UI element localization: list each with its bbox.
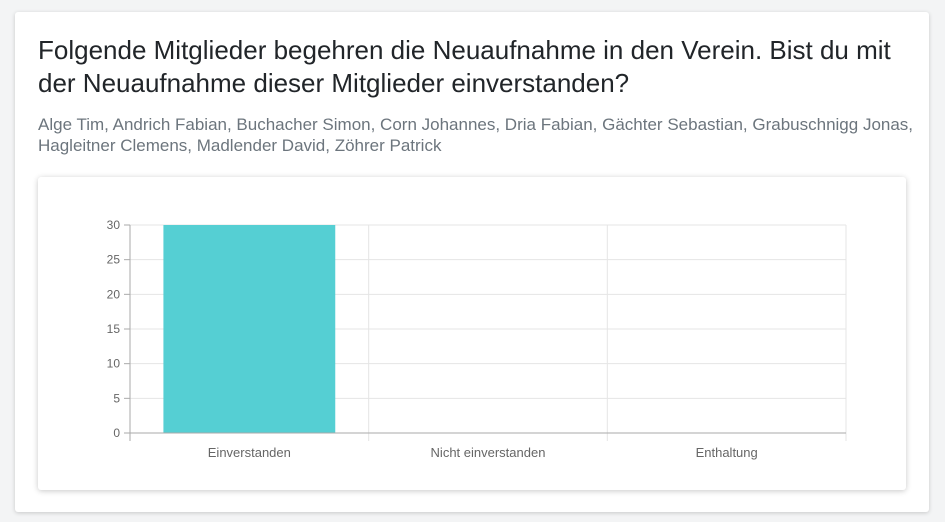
y-tick-label: 30: [107, 218, 121, 232]
bar-chart: 0 5 10 15 20 25 30 Einverstanden Nicht einversta…: [107, 218, 847, 460]
question-title: Folgende Mitglieder begehren die Neuaufn…: [38, 35, 891, 98]
chart-panel: 0 5 10 15 20 25 30 Einverstanden Nicht einversta…: [38, 177, 906, 490]
y-tick-label: 20: [107, 287, 121, 301]
x-tick-label: Einverstanden: [208, 445, 291, 460]
bars: [163, 225, 336, 433]
y-tick-label: 25: [107, 253, 121, 267]
y-tick-label: 15: [107, 322, 121, 336]
y-tick-label: 0: [113, 426, 120, 440]
question-card: Folgende Mitglieder begehren die Neuaufn…: [15, 12, 929, 512]
bar-einverstanden: [163, 225, 336, 433]
y-tick-label: 5: [113, 391, 120, 405]
x-tick-label: Nicht einverstanden: [431, 445, 546, 460]
axes: 0 5 10 15 20 25 30 Einverstanden Nicht einversta…: [107, 218, 846, 460]
y-tick-label: 10: [107, 357, 121, 371]
member-list: Alge Tim, Andrich Fabian, Buchacher Simo…: [38, 115, 914, 155]
x-tick-label: Enthaltung: [696, 445, 758, 460]
